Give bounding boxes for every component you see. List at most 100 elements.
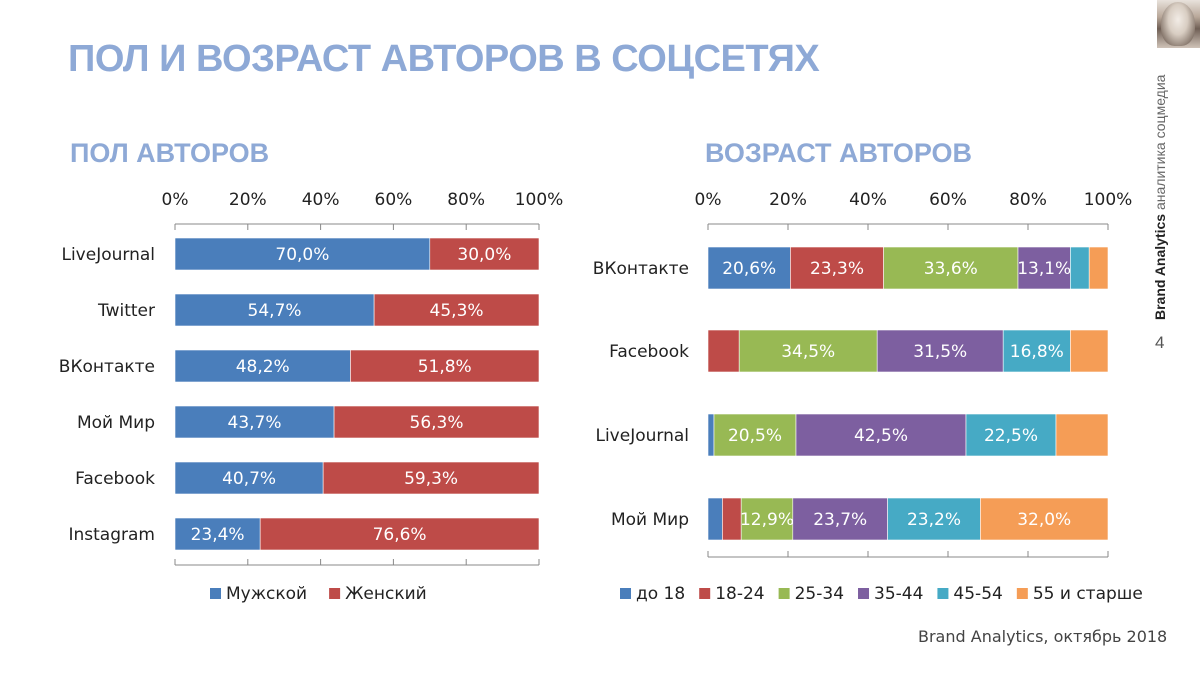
bar-segment [1002, 329, 1071, 373]
legend-swatch [699, 588, 711, 599]
age-chart-title: ВОЗРАСТ АВТОРОВ [705, 138, 972, 168]
data-label: 23,4% [191, 525, 245, 545]
bar-segment [174, 461, 324, 495]
bar-segment [790, 246, 884, 290]
data-label: 70,0% [275, 245, 329, 265]
bar-segment [965, 413, 1057, 457]
legend-label: 18-24 [715, 584, 764, 604]
data-label: 22,5% [984, 426, 1038, 446]
legend-label: 45-54 [953, 584, 1002, 604]
data-label: 43,7% [228, 413, 282, 433]
legend-swatch [778, 588, 790, 599]
bar-segment [1055, 413, 1109, 457]
bar-segment [174, 405, 335, 439]
bar-segment [795, 413, 967, 457]
legend-swatch [210, 588, 221, 599]
bar-segment [1070, 329, 1109, 373]
bar-segment [887, 497, 981, 541]
tick-label: 80% [447, 190, 485, 210]
category-label: ВКонтакте [593, 259, 689, 279]
legend-label: 25-34 [795, 584, 844, 604]
bar-segment [322, 461, 540, 495]
data-label: 48,2% [236, 357, 290, 377]
tick-label: 40% [849, 190, 887, 210]
tick-label: 0% [695, 190, 722, 210]
legend-label: Женский [345, 584, 427, 604]
legend-label: 35-44 [874, 584, 923, 604]
tick-label: 80% [1009, 190, 1047, 210]
bar-segment [738, 329, 878, 373]
bar-segment [740, 497, 794, 541]
bar-segment [707, 413, 715, 457]
bar-segment [174, 517, 261, 551]
data-label: 45,3% [430, 301, 484, 321]
footer-source: Brand Analytics, октябрь 2018 [918, 627, 1168, 646]
bar-segment [174, 293, 375, 327]
category-label: LiveJournal [61, 245, 155, 265]
bar-segment [1088, 246, 1109, 290]
bar-segment [883, 246, 1019, 290]
bar-segment [373, 293, 540, 327]
legend-swatch [937, 588, 949, 599]
data-label: 23,7% [813, 510, 867, 530]
data-label: 30,0% [457, 245, 511, 265]
data-label: 31,5% [913, 342, 967, 362]
data-label: 32,0% [1017, 510, 1071, 530]
page-title: ПОЛ И ВОЗРАСТ АВТОРОВ В СОЦСЕТЯХ [68, 38, 820, 80]
bar-segment [722, 497, 742, 541]
category-label: LiveJournal [595, 426, 689, 446]
category-label: Facebook [75, 469, 155, 489]
category-label: Мой Мир [611, 510, 689, 530]
data-label: 20,5% [728, 426, 782, 446]
page-number: 4 [1155, 333, 1165, 352]
data-label: 23,2% [907, 510, 961, 530]
author-photo [1157, 0, 1200, 48]
bar-segment [174, 237, 431, 271]
tick-label: 100% [515, 190, 564, 210]
legend-label: Мужской [226, 584, 307, 604]
bar-segment [350, 349, 540, 383]
data-label: 42,5% [854, 426, 908, 446]
tick-label: 40% [302, 190, 340, 210]
legend-swatch [858, 588, 870, 599]
category-label: Instagram [69, 525, 156, 545]
bar-segment [876, 329, 1004, 373]
data-label: 40,7% [222, 469, 276, 489]
category-label: Twitter [97, 301, 155, 321]
data-label: 59,3% [404, 469, 458, 489]
legend-swatch [329, 588, 341, 599]
tick-label: 60% [375, 190, 413, 210]
data-label: 33,6% [924, 259, 978, 279]
tick-label: 60% [929, 190, 967, 210]
data-label: 13,1% [1017, 259, 1071, 279]
bar-segment [333, 405, 540, 439]
gender-chart-title: ПОЛ АВТОРОВ [70, 138, 270, 168]
data-label: 54,7% [248, 301, 302, 321]
bar-segment [792, 497, 888, 541]
bar-segment [707, 497, 723, 541]
data-label: 16,8% [1010, 342, 1064, 362]
bar-segment [259, 517, 540, 551]
tick-label: 20% [229, 190, 267, 210]
data-label: 34,5% [781, 342, 835, 362]
data-label: 76,6% [373, 525, 427, 545]
bar-segment [1070, 246, 1090, 290]
category-label: Мой Мир [77, 413, 155, 433]
category-label: Facebook [609, 342, 689, 362]
bar-segment [980, 497, 1109, 541]
tick-label: 0% [162, 190, 189, 210]
bar-segment [707, 246, 791, 290]
data-label: 51,8% [418, 357, 472, 377]
data-label: 23,3% [810, 259, 864, 279]
data-label: 12,9% [740, 510, 794, 530]
bar-segment [1017, 246, 1071, 290]
legend-swatch [1016, 588, 1028, 599]
tick-label: 20% [769, 190, 807, 210]
category-label: ВКонтакте [59, 357, 155, 377]
legend-label: 55 и старше [1033, 584, 1143, 604]
data-label: 56,3% [410, 413, 464, 433]
legend-label: до 18 [636, 584, 685, 604]
bar-segment [174, 349, 351, 383]
